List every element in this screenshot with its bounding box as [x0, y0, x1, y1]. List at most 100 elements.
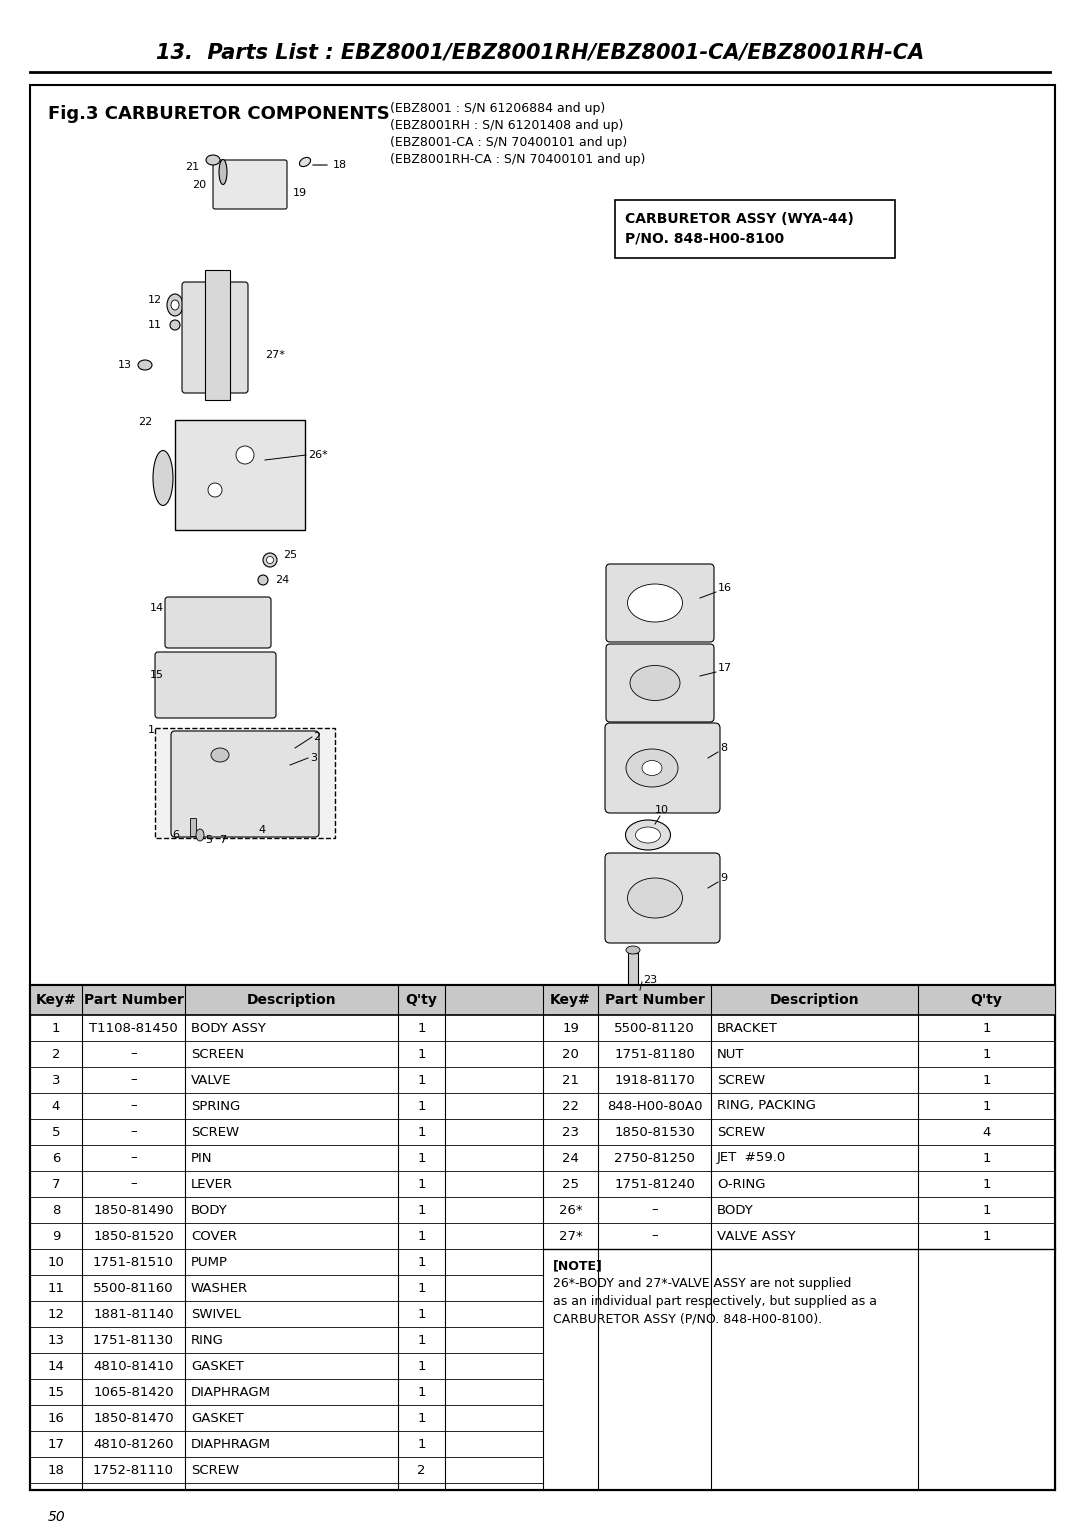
Text: 25: 25 [283, 549, 297, 560]
Text: 2750-81250: 2750-81250 [615, 1152, 694, 1164]
Text: Part Number: Part Number [605, 993, 704, 1007]
Text: SPRING: SPRING [191, 1100, 240, 1112]
Text: 12: 12 [148, 295, 162, 305]
Text: 25: 25 [562, 1178, 579, 1190]
Text: 1: 1 [982, 1021, 990, 1035]
Text: 4810-81260: 4810-81260 [93, 1437, 174, 1451]
Text: 2: 2 [417, 1463, 426, 1477]
Text: LEVER: LEVER [191, 1178, 233, 1190]
Text: 1: 1 [417, 1386, 426, 1398]
Text: 8: 8 [52, 1204, 60, 1216]
Text: 1: 1 [417, 1204, 426, 1216]
Text: JET  #59.0: JET #59.0 [717, 1152, 786, 1164]
Text: 24: 24 [275, 575, 289, 584]
Text: SWIVEL: SWIVEL [191, 1308, 241, 1320]
Text: 22: 22 [138, 417, 152, 427]
Text: –: – [131, 1100, 137, 1112]
Ellipse shape [625, 819, 671, 850]
Text: DIAPHRAGM: DIAPHRAGM [191, 1386, 271, 1398]
Text: SCREEN: SCREEN [191, 1047, 244, 1061]
Text: 1: 1 [52, 1021, 60, 1035]
Text: –: – [131, 1178, 137, 1190]
Text: VALVE: VALVE [191, 1073, 231, 1087]
Text: Key#: Key# [550, 993, 591, 1007]
Text: 15: 15 [150, 670, 164, 681]
Text: 1850-81520: 1850-81520 [93, 1230, 174, 1242]
Text: GASKET: GASKET [191, 1360, 244, 1372]
Text: 1: 1 [417, 1073, 426, 1087]
Bar [190, 818, 195, 836]
Bar [30, 984, 1055, 1489]
Text: (EBZ8001 : S/N 61206884 and up): (EBZ8001 : S/N 61206884 and up) [390, 102, 605, 114]
Text: 1: 1 [417, 1152, 426, 1164]
Text: Q'ty: Q'ty [406, 993, 437, 1007]
Ellipse shape [626, 946, 640, 954]
Bar [627, 954, 638, 1009]
Text: 1: 1 [417, 1178, 426, 1190]
Text: 1: 1 [982, 1073, 990, 1087]
Text: 1751-81240: 1751-81240 [615, 1178, 694, 1190]
Text: 5500-81160: 5500-81160 [93, 1282, 174, 1294]
Ellipse shape [138, 360, 152, 369]
Text: 1: 1 [417, 1308, 426, 1320]
Text: RING: RING [191, 1334, 224, 1346]
Text: 14: 14 [150, 603, 164, 613]
Ellipse shape [627, 584, 683, 623]
Text: GASKET: GASKET [191, 1412, 244, 1424]
Text: –: – [131, 1073, 137, 1087]
Text: 14: 14 [48, 1360, 65, 1372]
Bar [175, 420, 305, 530]
Text: SCREW: SCREW [191, 1126, 239, 1138]
Text: –: – [131, 1152, 137, 1164]
Text: Description: Description [770, 993, 860, 1007]
Text: 1752-81110: 1752-81110 [93, 1463, 174, 1477]
Text: 1: 1 [417, 1282, 426, 1294]
Text: (EBZ8001RH-CA : S/N 70400101 and up): (EBZ8001RH-CA : S/N 70400101 and up) [390, 153, 646, 166]
Ellipse shape [195, 829, 204, 841]
FancyBboxPatch shape [171, 731, 319, 836]
Text: 11: 11 [148, 320, 162, 330]
Text: 1: 1 [982, 1152, 990, 1164]
Bar [156, 728, 335, 838]
Text: 9: 9 [720, 873, 727, 884]
Text: 23: 23 [562, 1126, 579, 1138]
Text: 12: 12 [48, 1308, 65, 1320]
Text: 8: 8 [720, 743, 727, 752]
Bar [30, 984, 543, 1015]
Ellipse shape [211, 748, 229, 761]
Bar [205, 270, 230, 400]
Text: 13: 13 [118, 360, 132, 369]
Text: CARBURETOR ASSY (WYA-44): CARBURETOR ASSY (WYA-44) [625, 212, 854, 226]
Text: –: – [131, 1047, 137, 1061]
Text: 13.  Parts List : EBZ8001/EBZ8001RH/EBZ8001-CA/EBZ8001RH-CA: 13. Parts List : EBZ8001/EBZ8001RH/EBZ80… [156, 43, 924, 63]
Text: –: – [651, 1230, 658, 1242]
Text: Description: Description [246, 993, 336, 1007]
Text: 1: 1 [417, 1334, 426, 1346]
Text: 1881-81140: 1881-81140 [93, 1308, 174, 1320]
Text: 15: 15 [48, 1386, 65, 1398]
Text: 1: 1 [982, 1230, 990, 1242]
Text: 50: 50 [48, 1511, 66, 1524]
Text: 23: 23 [643, 975, 657, 984]
FancyBboxPatch shape [606, 565, 714, 642]
Text: NUT: NUT [717, 1047, 744, 1061]
Ellipse shape [170, 320, 180, 330]
Ellipse shape [153, 450, 173, 505]
Ellipse shape [642, 760, 662, 775]
Ellipse shape [206, 156, 220, 165]
Text: 4810-81410: 4810-81410 [93, 1360, 174, 1372]
FancyBboxPatch shape [605, 853, 720, 943]
Text: 26*: 26* [308, 450, 327, 459]
Text: [NOTE]: [NOTE] [553, 1259, 603, 1273]
Text: BRACKET: BRACKET [717, 1021, 778, 1035]
Text: –: – [651, 1204, 658, 1216]
FancyBboxPatch shape [183, 282, 248, 394]
Ellipse shape [167, 295, 183, 316]
Text: 2: 2 [52, 1047, 60, 1061]
Text: SCREW: SCREW [191, 1463, 239, 1477]
Ellipse shape [627, 877, 683, 919]
Text: 18: 18 [333, 160, 347, 169]
Text: Part Number: Part Number [83, 993, 184, 1007]
Text: (EBZ8001RH : S/N 61201408 and up): (EBZ8001RH : S/N 61201408 and up) [390, 119, 623, 133]
Text: 1: 1 [417, 1126, 426, 1138]
